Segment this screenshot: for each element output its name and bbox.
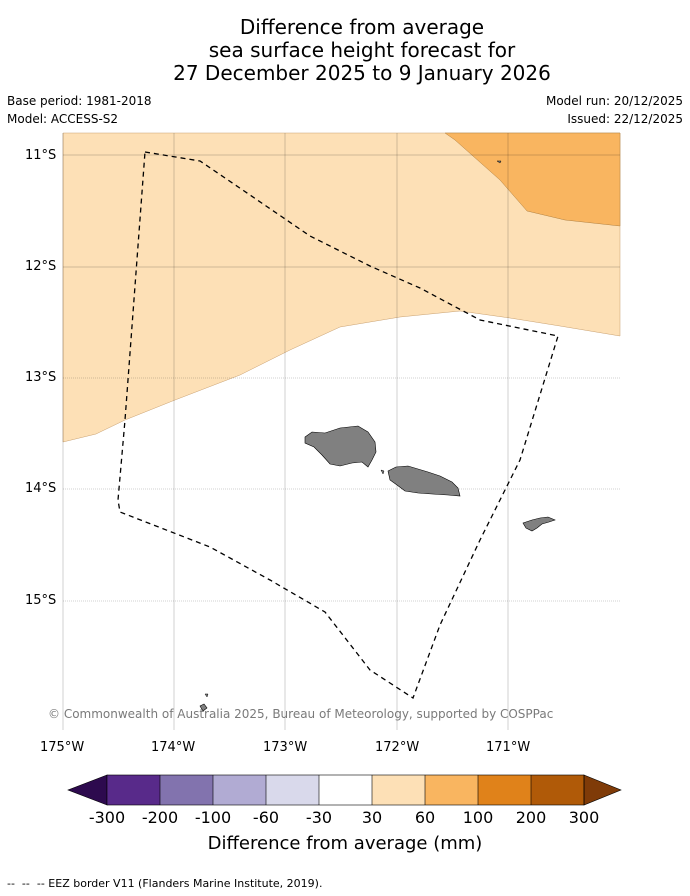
map-title-line-1: Difference from average xyxy=(239,15,485,39)
island-south-west-dot xyxy=(204,693,209,698)
map-title-line-2: sea surface height forecast for xyxy=(208,38,516,62)
footer-eez-note: -- -- -- EEZ border V11 (Flanders Marine… xyxy=(7,877,323,890)
island-tutuila xyxy=(522,516,556,532)
island-savaii xyxy=(304,425,377,468)
colorbar-tick: 60 xyxy=(414,808,436,827)
colorbar-tick: -200 xyxy=(141,808,179,827)
map-plot-area xyxy=(62,132,621,730)
lat-label-11s: 11°S xyxy=(25,148,57,163)
colorbar-bin-5 xyxy=(319,775,372,805)
colorbar-bin-3 xyxy=(213,775,266,805)
issued-date: Issued: 22/12/2025 xyxy=(567,112,683,126)
colorbar-tick: 30 xyxy=(361,808,383,827)
anomaly-band-30-60 xyxy=(62,132,621,443)
model-run: Model run: 20/12/2025 xyxy=(545,94,683,108)
colorbar xyxy=(67,774,622,806)
colorbar-bin-2 xyxy=(160,775,213,805)
map-title-line-3: 27 December 2025 to 9 January 2026 xyxy=(173,61,551,85)
lat-label-15s: 15°S xyxy=(25,593,57,608)
island-swains-dot xyxy=(496,160,502,164)
colorbar-tick: 200 xyxy=(515,808,547,827)
island-south-west xyxy=(199,703,208,712)
colorbar-bin-7 xyxy=(425,775,478,805)
colorbar-outline xyxy=(106,774,585,806)
island-upolu xyxy=(387,465,461,497)
colorbar-bin-6 xyxy=(372,775,425,805)
lon-label-173w: 173°W xyxy=(263,740,308,755)
colorbar-over-triangle xyxy=(583,774,622,806)
colorbar-dividers xyxy=(159,775,532,805)
island-manono xyxy=(380,469,385,475)
lon-label-174w: 174°W xyxy=(151,740,196,755)
lat-label-13s: 13°S xyxy=(25,370,57,385)
lon-label-171w: 171°W xyxy=(486,740,531,755)
anomaly-band-60-100 xyxy=(444,132,621,227)
lon-label-175w: 175°W xyxy=(40,740,85,755)
colorbar-tick: -60 xyxy=(252,808,280,827)
colorbar-tick: -30 xyxy=(305,808,333,827)
gridlines xyxy=(62,133,620,730)
colorbar-label: Difference from average (mm) xyxy=(207,833,483,854)
lat-label-14s: 14°S xyxy=(25,481,57,496)
colorbar-bin-8 xyxy=(478,775,531,805)
colorbar-bin-4 xyxy=(266,775,319,805)
base-period: Base period: 1981-2018 xyxy=(7,94,152,108)
model-name: Model: ACCESS-S2 xyxy=(7,112,119,126)
lon-label-172w: 172°W xyxy=(375,740,420,755)
colorbar-tick: -300 xyxy=(88,808,126,827)
colorbar-tick: 100 xyxy=(462,808,494,827)
lat-label-12s: 12°S xyxy=(25,259,57,274)
colorbar-under-triangle xyxy=(67,774,108,806)
eez-border xyxy=(117,151,559,699)
copyright-notice: © Commonwealth of Australia 2025, Bureau… xyxy=(48,707,554,721)
colorbar-tick: -100 xyxy=(194,808,232,827)
colorbar-tick: 300 xyxy=(568,808,600,827)
colorbar-bin-9 xyxy=(531,775,584,805)
colorbar-bin-1 xyxy=(107,775,160,805)
